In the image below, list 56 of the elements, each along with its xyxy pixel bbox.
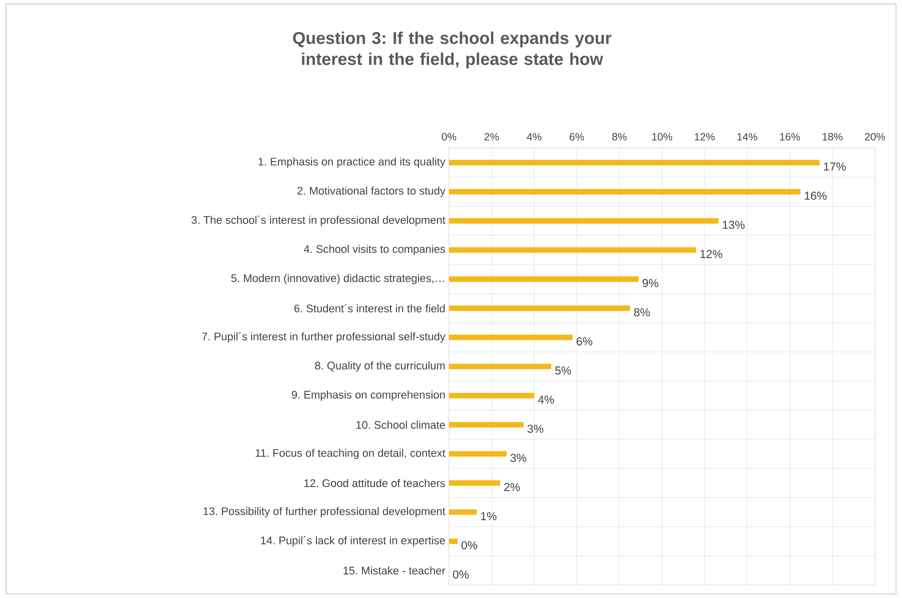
data-label: 3% — [528, 424, 544, 433]
y-tick-label: 1. Emphasis on practice and its quality — [258, 157, 446, 168]
bar — [449, 305, 630, 311]
y-tick-label: 12. Good attitude of teachers — [304, 479, 446, 488]
bar — [449, 276, 639, 282]
bar — [449, 247, 696, 253]
data-label: 16% — [804, 192, 827, 200]
data-label: 9% — [642, 279, 658, 288]
x-tick-label: 2% — [484, 133, 499, 140]
data-label: 12% — [700, 250, 722, 258]
y-tick-label: 4. School visits to companies — [304, 244, 446, 256]
data-label: 0% — [452, 570, 469, 579]
bar — [449, 422, 524, 428]
bar — [449, 160, 820, 166]
bar — [449, 188, 800, 194]
x-tick-label: 6% — [570, 133, 584, 140]
y-tick-label: 3. The school´s interest in professional development — [192, 216, 446, 226]
x-tick-label: 12% — [694, 133, 715, 140]
y-tick-label: 7. Pupil´s interest in further professional self-study — [202, 332, 446, 343]
data-label: 13% — [722, 220, 745, 229]
bar — [449, 538, 458, 544]
y-tick-label: 10. School climate — [356, 420, 445, 429]
x-tick-label: 8% — [612, 133, 627, 140]
data-label: 2% — [504, 482, 520, 492]
chart-title: Question 3: If the school expands your interest in the field, please state how — [293, 32, 612, 68]
y-tick-label: 8. Quality of the curriculum — [315, 361, 445, 372]
bar — [449, 392, 534, 398]
y-tick-label: 6. Student´s interest in the field — [294, 304, 445, 312]
x-tick-label: 18% — [822, 133, 843, 140]
y-tick-label: 15. Mistake - teacher — [344, 566, 446, 574]
bar — [449, 480, 500, 486]
y-tick-label: 2. Motivational factors to study — [297, 186, 446, 197]
data-label: 6% — [576, 337, 592, 346]
x-tick-label: 10% — [652, 133, 672, 140]
data-label: 17% — [824, 162, 846, 171]
data-label: 0% — [462, 541, 478, 550]
y-tick-label: 11. Focus of teaching on detail, context — [256, 448, 446, 460]
x-tick-label: 16% — [780, 133, 800, 140]
x-tick-label: 20% — [865, 133, 886, 140]
y-tick-label: 9. Emphasis on comprehension — [292, 390, 445, 401]
x-tick-label: 14% — [737, 133, 758, 140]
data-label: 8% — [634, 308, 650, 316]
x-tick-label: 4% — [526, 133, 542, 140]
bar — [449, 364, 552, 370]
bar — [449, 334, 573, 340]
y-tick-label: 5. Modern (innovative) didactic strategies,… — [231, 274, 444, 284]
data-label: 4% — [538, 396, 554, 404]
data-label: 3% — [510, 454, 526, 462]
data-label: 5% — [555, 366, 571, 375]
data-label: 1% — [481, 512, 496, 520]
y-tick-label: 14. Pupil´s lack of interest in expertise — [261, 536, 445, 546]
x-tick-label: 0% — [442, 133, 456, 140]
bar — [449, 451, 507, 457]
bar — [449, 509, 477, 515]
y-tick-label: 13. Possibility of further professional development — [204, 507, 446, 518]
bar — [449, 218, 718, 224]
